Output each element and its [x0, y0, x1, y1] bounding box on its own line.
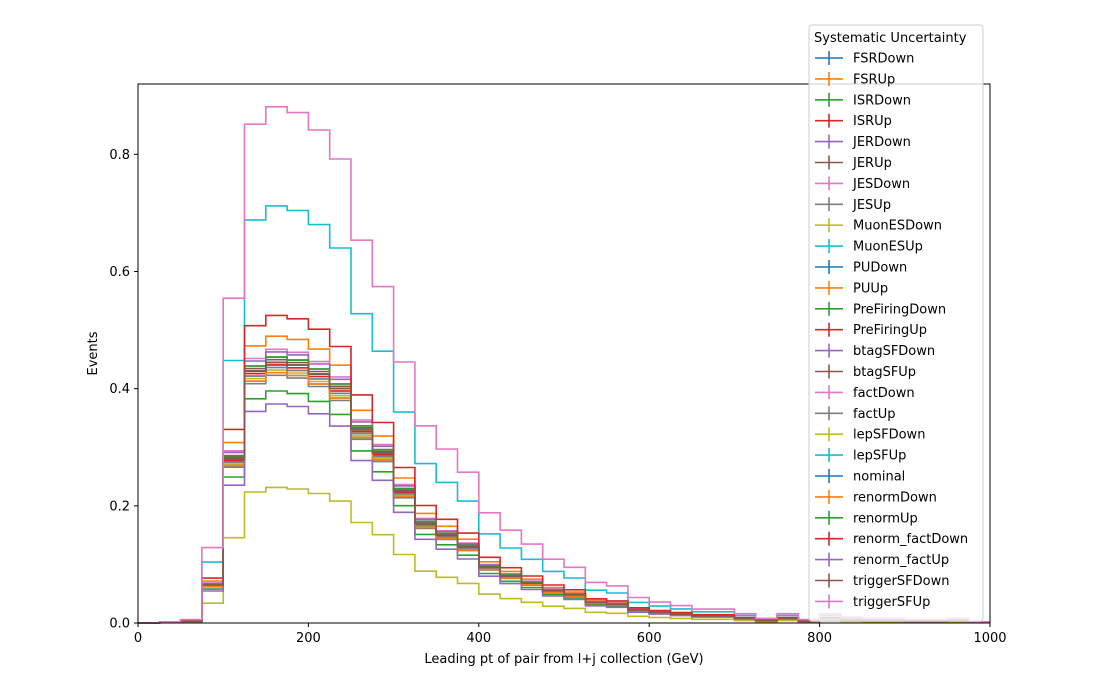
- x-tick-label: 400: [466, 631, 491, 646]
- legend-item-FSRDown: FSRDown: [815, 51, 914, 67]
- legend-label: btagSFDown: [853, 344, 935, 359]
- legend-item-PreFiringDown: PreFiringDown: [815, 301, 946, 317]
- legend-label: renorm_factDown: [853, 532, 968, 547]
- legend-item-btagSFDown: btagSFDown: [815, 343, 935, 359]
- legend-label: renormUp: [853, 511, 918, 526]
- legend-label: JERDown: [852, 135, 911, 150]
- legend-item-ISRDown: ISRDown: [815, 92, 911, 108]
- legend-label: factUp: [853, 407, 896, 422]
- legend-items: FSRDown FSRUp ISRDown ISRUp JERDown JERUp JESD…: [815, 51, 968, 610]
- legend-item-JESDown: JESDown: [815, 176, 910, 192]
- legend-label: PreFiringUp: [853, 323, 927, 338]
- x-tick-label: 0: [134, 631, 142, 646]
- y-tick-label: 0.0: [109, 617, 130, 632]
- legend-label: PUUp: [853, 281, 888, 296]
- legend-item-renorm_factDown: renorm_factDown: [815, 531, 968, 547]
- y-tick-label: 0.6: [109, 265, 130, 280]
- legend-item-JERDown: JERDown: [815, 134, 911, 150]
- legend-item-btagSFUp: btagSFUp: [815, 364, 916, 380]
- legend-label: triggerSFUp: [853, 595, 930, 610]
- legend-item-PreFiringUp: PreFiringUp: [815, 322, 927, 338]
- plot-frame: [137, 83, 991, 624]
- legend-box: [808, 24, 984, 622]
- legend-item-renormDown: renormDown: [815, 489, 937, 505]
- legend-item-triggerSFDown: triggerSFDown: [815, 573, 949, 589]
- legend-label: triggerSFDown: [853, 574, 949, 589]
- legend-label: JESUp: [852, 198, 891, 213]
- legend-item-factDown: factDown: [815, 385, 915, 401]
- legend-label: factDown: [853, 386, 915, 401]
- legend-label: MuonESUp: [853, 240, 923, 255]
- legend-item-FSRUp: FSRUp: [815, 71, 895, 87]
- legend-label: PreFiringDown: [853, 302, 946, 317]
- legend-label: lepSFDown: [853, 428, 925, 443]
- legend-label: JERUp: [852, 156, 892, 171]
- legend-item-nominal: nominal: [815, 469, 905, 485]
- x-tick-label: 200: [296, 631, 321, 646]
- legend-label: renormDown: [853, 490, 937, 505]
- legend-item-triggerSFUp: triggerSFUp: [815, 594, 930, 610]
- legend-label: nominal: [853, 470, 905, 485]
- y-tick-label: 0.4: [109, 382, 130, 397]
- legend-item-lepSFUp: lepSFUp: [815, 448, 906, 464]
- legend-label: JESDown: [852, 177, 910, 192]
- axis-ticks-layer: 0 200 400 600 800 1000 0.0 0.2 0.4 0.6 0.8: [109, 148, 1006, 646]
- legend-item-MuonESUp: MuonESUp: [815, 239, 923, 255]
- x-tick-label: 600: [637, 631, 662, 646]
- legend-item-lepSFDown: lepSFDown: [815, 427, 925, 443]
- legend-label: btagSFUp: [853, 365, 916, 380]
- x-tick-label: 800: [807, 631, 832, 646]
- legend-label: ISRUp: [853, 114, 892, 129]
- legend-label: ISRDown: [853, 93, 911, 108]
- legend-title: Systematic Uncertainty: [814, 31, 967, 46]
- legend-item-PUUp: PUUp: [815, 280, 888, 296]
- legend-label: renorm_factUp: [853, 553, 949, 568]
- legend-item-renorm_factUp: renorm_factUp: [815, 552, 949, 568]
- legend-item-PUDown: PUDown: [815, 260, 907, 276]
- legend-label: MuonESDown: [853, 219, 942, 234]
- legend: Systematic Uncertainty FSRDown FSRUp ISRDo…: [808, 24, 984, 622]
- legend-item-factUp: factUp: [815, 406, 896, 422]
- legend-label: lepSFUp: [853, 449, 906, 464]
- y-tick-label: 0.2: [109, 499, 130, 514]
- legend-item-ISRUp: ISRUp: [815, 113, 892, 129]
- legend-label: FSRUp: [853, 72, 895, 87]
- y-tick-label: 0.8: [109, 148, 130, 163]
- x-tick-label: 1000: [973, 631, 1006, 646]
- x-axis-label: Leading pt of pair from l+j collection (…: [424, 652, 703, 667]
- legend-label: PUDown: [853, 261, 907, 276]
- legend-item-MuonESDown: MuonESDown: [815, 218, 942, 234]
- legend-item-JERUp: JERUp: [815, 155, 892, 171]
- y-axis-label: Events: [86, 331, 101, 375]
- legend-item-renormUp: renormUp: [815, 510, 918, 526]
- legend-label: FSRDown: [853, 52, 914, 67]
- legend-item-JESUp: JESUp: [815, 197, 891, 213]
